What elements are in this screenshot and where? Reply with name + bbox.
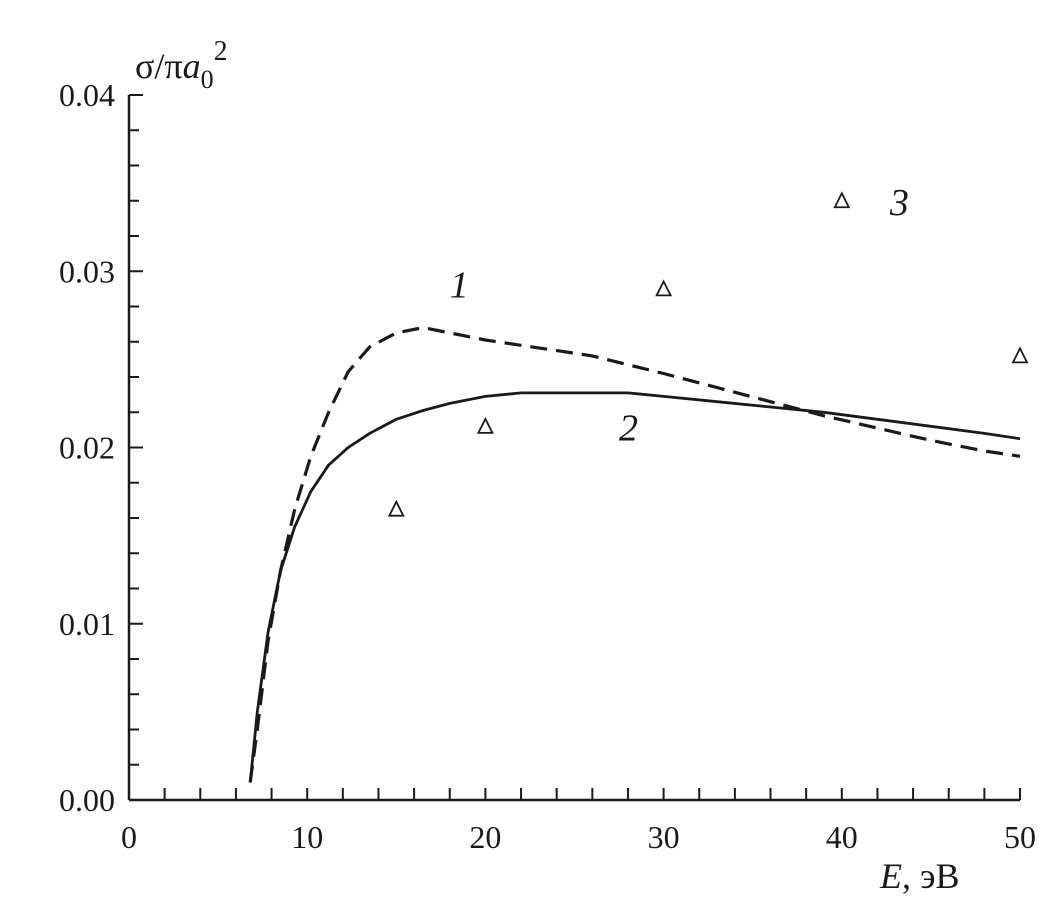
x-tick-label: 50 <box>1004 819 1036 855</box>
y-axis-title: σ/πa02 <box>135 36 228 94</box>
x-tick-label: 10 <box>291 819 323 855</box>
y-axis-title-italic: a <box>183 46 201 86</box>
series-2-label: 2 <box>619 407 638 449</box>
series-3-triangle-point <box>476 416 494 434</box>
y-axis-title-subscript: 0 <box>201 65 214 94</box>
y-tick-label: 0.03 <box>59 253 115 289</box>
x-axis-title: E, эВ <box>879 856 959 896</box>
y-axis-title-superscript: 2 <box>214 36 228 67</box>
x-axis-title-italic: E <box>879 856 902 896</box>
y-axis-title-main: σ/π <box>135 46 183 86</box>
series-3-triangle-point <box>833 191 851 209</box>
y-tick-label: 0.01 <box>59 606 115 642</box>
y-tick-label: 0.04 <box>59 77 115 113</box>
tick-labels: 0 10 20 30 40 50 0.00 0.01 0.02 0.03 0.04 <box>59 77 1036 855</box>
series-1-label: 1 <box>450 265 469 307</box>
x-tick-label: 30 <box>648 819 680 855</box>
x-tick-label: 20 <box>469 819 501 855</box>
axis-ticks <box>128 94 1021 801</box>
series-3-triangle-point <box>655 279 673 297</box>
series-2-curve <box>248 391 1021 783</box>
curve-labels: 1 2 3 <box>450 182 909 450</box>
series-1-curve <box>248 325 1021 783</box>
series-layer <box>248 191 1029 783</box>
series-3-triangle-point <box>387 499 405 517</box>
y-tick-label: 0.00 <box>59 782 115 818</box>
x-axis-title-rest: , эВ <box>902 856 959 896</box>
series-3-label: 3 <box>889 182 909 224</box>
series-3-triangle-point <box>1011 346 1029 364</box>
x-tick-label: 0 <box>121 819 137 855</box>
y-tick-label: 0.02 <box>59 430 115 466</box>
x-tick-label: 40 <box>826 819 858 855</box>
